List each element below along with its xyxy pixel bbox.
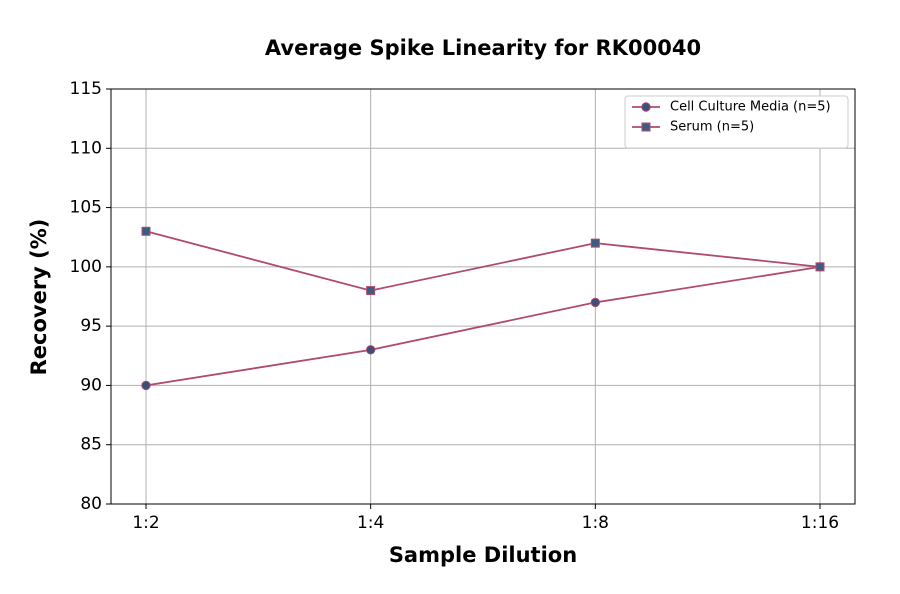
- marker: [590, 297, 601, 308]
- x-tick-label: 1:2: [132, 513, 159, 533]
- x-tick-label: 1:8: [582, 513, 609, 533]
- y-tick-label: 95: [80, 316, 102, 336]
- chart-title: Average Spike Linearity for RK00040: [265, 36, 701, 60]
- y-axis-label: Recovery (%): [27, 219, 51, 376]
- legend-text: Serum (n=5): [670, 120, 754, 135]
- marker: [815, 262, 825, 272]
- marker: [366, 286, 376, 296]
- y-tick-label: 80: [80, 494, 102, 514]
- x-tick-label: 1:16: [801, 513, 839, 533]
- legend-text: Cell Culture Media (n=5): [670, 100, 831, 115]
- y-tick-label: 115: [70, 79, 102, 99]
- marker: [590, 238, 600, 248]
- series-line: [145, 265, 821, 387]
- legend-marker: [641, 122, 651, 132]
- x-tick-label: 1:4: [357, 513, 384, 533]
- y-tick-label: 90: [80, 375, 102, 395]
- series-line: [145, 230, 821, 292]
- y-tick-label: 110: [70, 138, 102, 158]
- marker: [365, 345, 376, 355]
- legend-box: [624, 95, 849, 149]
- marker: [141, 226, 151, 236]
- marker: [141, 380, 151, 391]
- y-tick-label: 105: [70, 198, 102, 218]
- y-tick-label: 100: [70, 257, 102, 277]
- plot-frame: [110, 88, 856, 505]
- y-tick-label: 85: [80, 435, 102, 455]
- x-axis-label: Sample Dilution: [389, 543, 577, 567]
- legend-marker: [641, 102, 651, 112]
